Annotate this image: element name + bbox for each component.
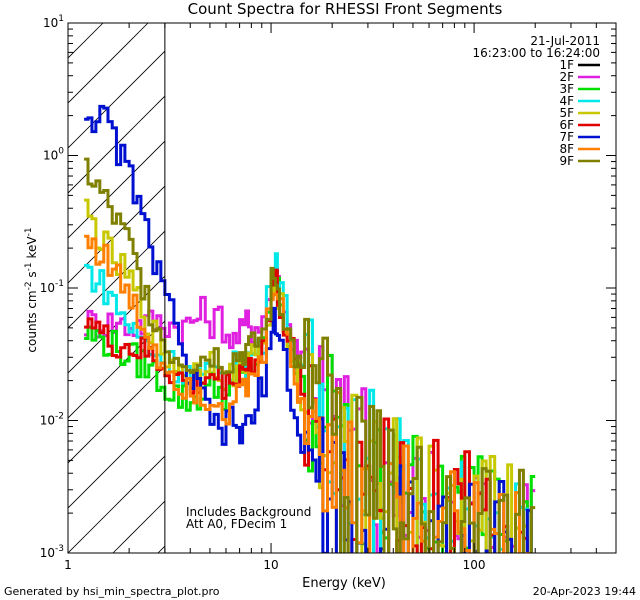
legend-time-range: 16:23:00 to 16:24:00 (473, 46, 600, 60)
legend-label-4F: 4F (559, 94, 574, 108)
series-group (84, 104, 536, 553)
legend-label-1F: 1F (559, 58, 574, 72)
hatch-line (68, 230, 165, 329)
legend-label-8F: 8F (559, 142, 574, 156)
x-tick-label: 1 (64, 558, 72, 572)
series-line-4F (84, 252, 533, 553)
annotation-background: Includes Background (186, 505, 311, 519)
x-tick-label: 10 (263, 558, 278, 572)
hatched-region (68, 23, 640, 553)
series-line-7F (84, 104, 533, 553)
legend-label-3F: 3F (559, 82, 574, 96)
y-tick-label: 10-1 (40, 279, 64, 295)
legend-date: 21-Jul-2011 (530, 34, 600, 48)
hatch-line (68, 275, 165, 374)
y-tick-label: 10-2 (40, 412, 64, 428)
legend-label-9F: 9F (559, 154, 574, 168)
y-axis-label: counts cm-2 s-1 keV-1 (24, 227, 39, 352)
x-tick-label: 100 (463, 558, 486, 572)
series-line-9F (84, 157, 536, 553)
y-tick-label: 100 (43, 147, 64, 163)
footer-generated-by: Generated by hsi_min_spectra_plot.pro (4, 585, 220, 598)
legend-label-6F: 6F (559, 118, 574, 132)
annotation-attenuator: Att A0, FDecim 1 (186, 517, 287, 531)
hatch-line (518, 23, 640, 553)
axis-ticks: 1 10 100 10-3 10-2 10-1 100 101 (40, 14, 617, 572)
legend-label-2F: 2F (559, 70, 574, 84)
legend-label-5F: 5F (559, 106, 574, 120)
hatch-line (68, 50, 165, 149)
legend-label-7F: 7F (559, 130, 574, 144)
chart-title: Count Spectra for RHESSI Front Segments (188, 0, 503, 18)
y-tick-label: 10-3 (40, 544, 64, 560)
hatch-line (68, 455, 165, 553)
hatch-line (563, 23, 640, 553)
footer-timestamp: 20-Apr-2023 19:44 (533, 585, 636, 598)
hatch-line (68, 95, 165, 194)
hatch-line (68, 410, 165, 509)
y-tick-label: 101 (43, 14, 64, 30)
x-axis-label: Energy (keV) (302, 576, 386, 591)
